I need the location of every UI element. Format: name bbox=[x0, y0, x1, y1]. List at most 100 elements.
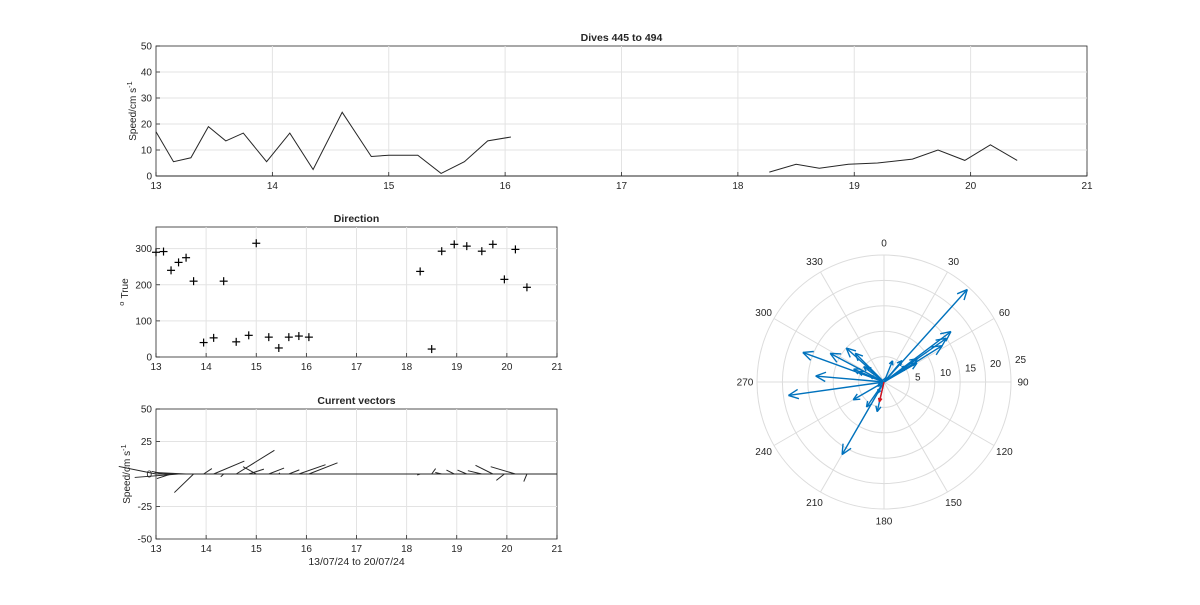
compass-angle-label: 300 bbox=[755, 308, 772, 319]
compass-vector-shaft bbox=[788, 381, 885, 397]
direction-point bbox=[232, 337, 241, 346]
direction-point bbox=[304, 333, 313, 342]
speed-ticks: 13 14 15 16 17 18 19 20 21 0 10 20 30 40 50 bbox=[141, 42, 1093, 193]
current-vector-stick bbox=[213, 460, 245, 475]
y-tick-label: 50 bbox=[141, 42, 153, 53]
x-tick-label: 14 bbox=[267, 181, 279, 192]
compass-vector bbox=[883, 288, 968, 383]
direction-data bbox=[152, 239, 531, 354]
compass-vector-head bbox=[802, 350, 814, 354]
vectors-y-axis-label-exponent: -1 bbox=[119, 444, 128, 451]
compass-spoke bbox=[883, 381, 948, 493]
x-tick-label: 13 bbox=[150, 362, 162, 373]
direction-point bbox=[477, 247, 486, 256]
current-compass-polar-plot: 0 30 60 90 120 150 180 210 240 270 300 330 5 10 15 20 25 bbox=[737, 239, 1029, 528]
y-tick-label: -50 bbox=[138, 535, 153, 546]
current-vector-stick bbox=[308, 462, 338, 475]
y-tick-label: 300 bbox=[135, 244, 152, 255]
compass-angle-label: 30 bbox=[948, 257, 960, 268]
speed-grid bbox=[156, 46, 1087, 176]
compass-vector-shaft bbox=[829, 352, 885, 383]
direction-point bbox=[252, 239, 261, 248]
compass-angle-label: 90 bbox=[1017, 378, 1029, 389]
vectors-y-axis-label-text: Speed/cm s bbox=[122, 451, 133, 504]
speed-y-axis-label-exponent: -1 bbox=[125, 81, 134, 88]
speed-y-axis-label-text: Speed/cm s bbox=[128, 88, 139, 141]
direction-point bbox=[209, 333, 218, 342]
current-vector-stick bbox=[496, 473, 505, 481]
direction-point bbox=[167, 266, 176, 275]
x-tick-label: 18 bbox=[401, 362, 413, 373]
x-tick-label: 21 bbox=[1081, 181, 1093, 192]
compass-vector bbox=[788, 381, 885, 400]
x-tick-label: 21 bbox=[551, 544, 563, 555]
compass-angle-label: 210 bbox=[806, 498, 823, 509]
direction-point bbox=[488, 240, 497, 249]
compass-vector-shaft bbox=[845, 347, 885, 383]
x-tick-label: 19 bbox=[849, 181, 861, 192]
vectors-x-axis-label: 13/07/24 to 20/07/24 bbox=[308, 556, 404, 568]
current-vector-stick bbox=[235, 449, 275, 475]
x-tick-label: 15 bbox=[251, 544, 263, 555]
current-vector-stick bbox=[134, 473, 179, 478]
direction-point bbox=[427, 345, 436, 354]
current-vector-stick bbox=[118, 465, 157, 475]
compass-grid bbox=[756, 254, 1012, 510]
speed-series-line bbox=[155, 111, 511, 174]
x-tick-label: 16 bbox=[500, 181, 512, 192]
y-tick-label: 0 bbox=[146, 353, 152, 364]
compass-vector-head bbox=[940, 337, 948, 349]
compass-vector-head bbox=[802, 351, 812, 361]
x-tick-label: 20 bbox=[501, 544, 513, 555]
compass-vector-head bbox=[912, 362, 918, 370]
compass-vector-head bbox=[855, 352, 864, 357]
y-tick-label: 20 bbox=[141, 120, 153, 131]
vectors-chart-title: Current vectors bbox=[317, 395, 395, 407]
direction-point bbox=[450, 240, 459, 249]
compass-vector-head bbox=[896, 359, 903, 364]
compass-mean-vector-shaft bbox=[878, 381, 885, 402]
compass-vector-head bbox=[945, 331, 952, 342]
current-vector-stick bbox=[431, 468, 437, 475]
compass-vector bbox=[865, 381, 885, 408]
x-tick-label: 17 bbox=[351, 362, 363, 373]
x-tick-label: 18 bbox=[401, 544, 413, 555]
x-tick-label: 14 bbox=[201, 544, 213, 555]
speed-chart-title: Dives 445 to 494 bbox=[581, 32, 663, 44]
vectors-ticks: 13 14 15 16 17 18 19 20 21 -50 -25 0 25 50 bbox=[138, 405, 563, 556]
x-tick-label: 17 bbox=[616, 181, 628, 192]
direction-point bbox=[284, 333, 293, 342]
compass-range-label: 15 bbox=[965, 364, 977, 375]
x-tick-label: 16 bbox=[301, 544, 313, 555]
direction-point bbox=[174, 258, 183, 267]
current-vector-stick bbox=[288, 469, 300, 475]
y-tick-label: 0 bbox=[146, 470, 152, 481]
direction-point bbox=[294, 332, 303, 341]
compass-vector-head bbox=[841, 447, 852, 456]
compass-vector-head bbox=[956, 288, 968, 295]
compass-vector-head bbox=[845, 347, 851, 358]
compass-angle-label: 240 bbox=[755, 447, 772, 458]
compass-vector bbox=[829, 352, 885, 383]
compass-vector-head bbox=[935, 337, 947, 341]
compass-vector-shaft bbox=[841, 381, 885, 455]
vectors-data bbox=[118, 449, 557, 493]
direction-point bbox=[274, 343, 283, 352]
compass-vector-head bbox=[888, 360, 894, 365]
compass-vector-shaft bbox=[883, 337, 947, 383]
compass-vector-head bbox=[788, 388, 799, 397]
current-vector-stick bbox=[278, 472, 281, 475]
x-tick-label: 19 bbox=[451, 544, 463, 555]
x-tick-label: 20 bbox=[501, 362, 513, 373]
compass-vector-head bbox=[875, 405, 878, 412]
x-tick-label: 16 bbox=[301, 362, 313, 373]
direction-point bbox=[159, 247, 168, 256]
speed-series-line bbox=[769, 144, 1018, 173]
vectors-y-axis-label: Speed/cm s-1 bbox=[119, 444, 133, 503]
compass-vector-shaft bbox=[815, 375, 885, 383]
x-tick-label: 19 bbox=[451, 362, 463, 373]
y-tick-label: 200 bbox=[135, 280, 152, 291]
direction-point bbox=[182, 253, 191, 262]
compass-vector-head bbox=[829, 352, 838, 363]
